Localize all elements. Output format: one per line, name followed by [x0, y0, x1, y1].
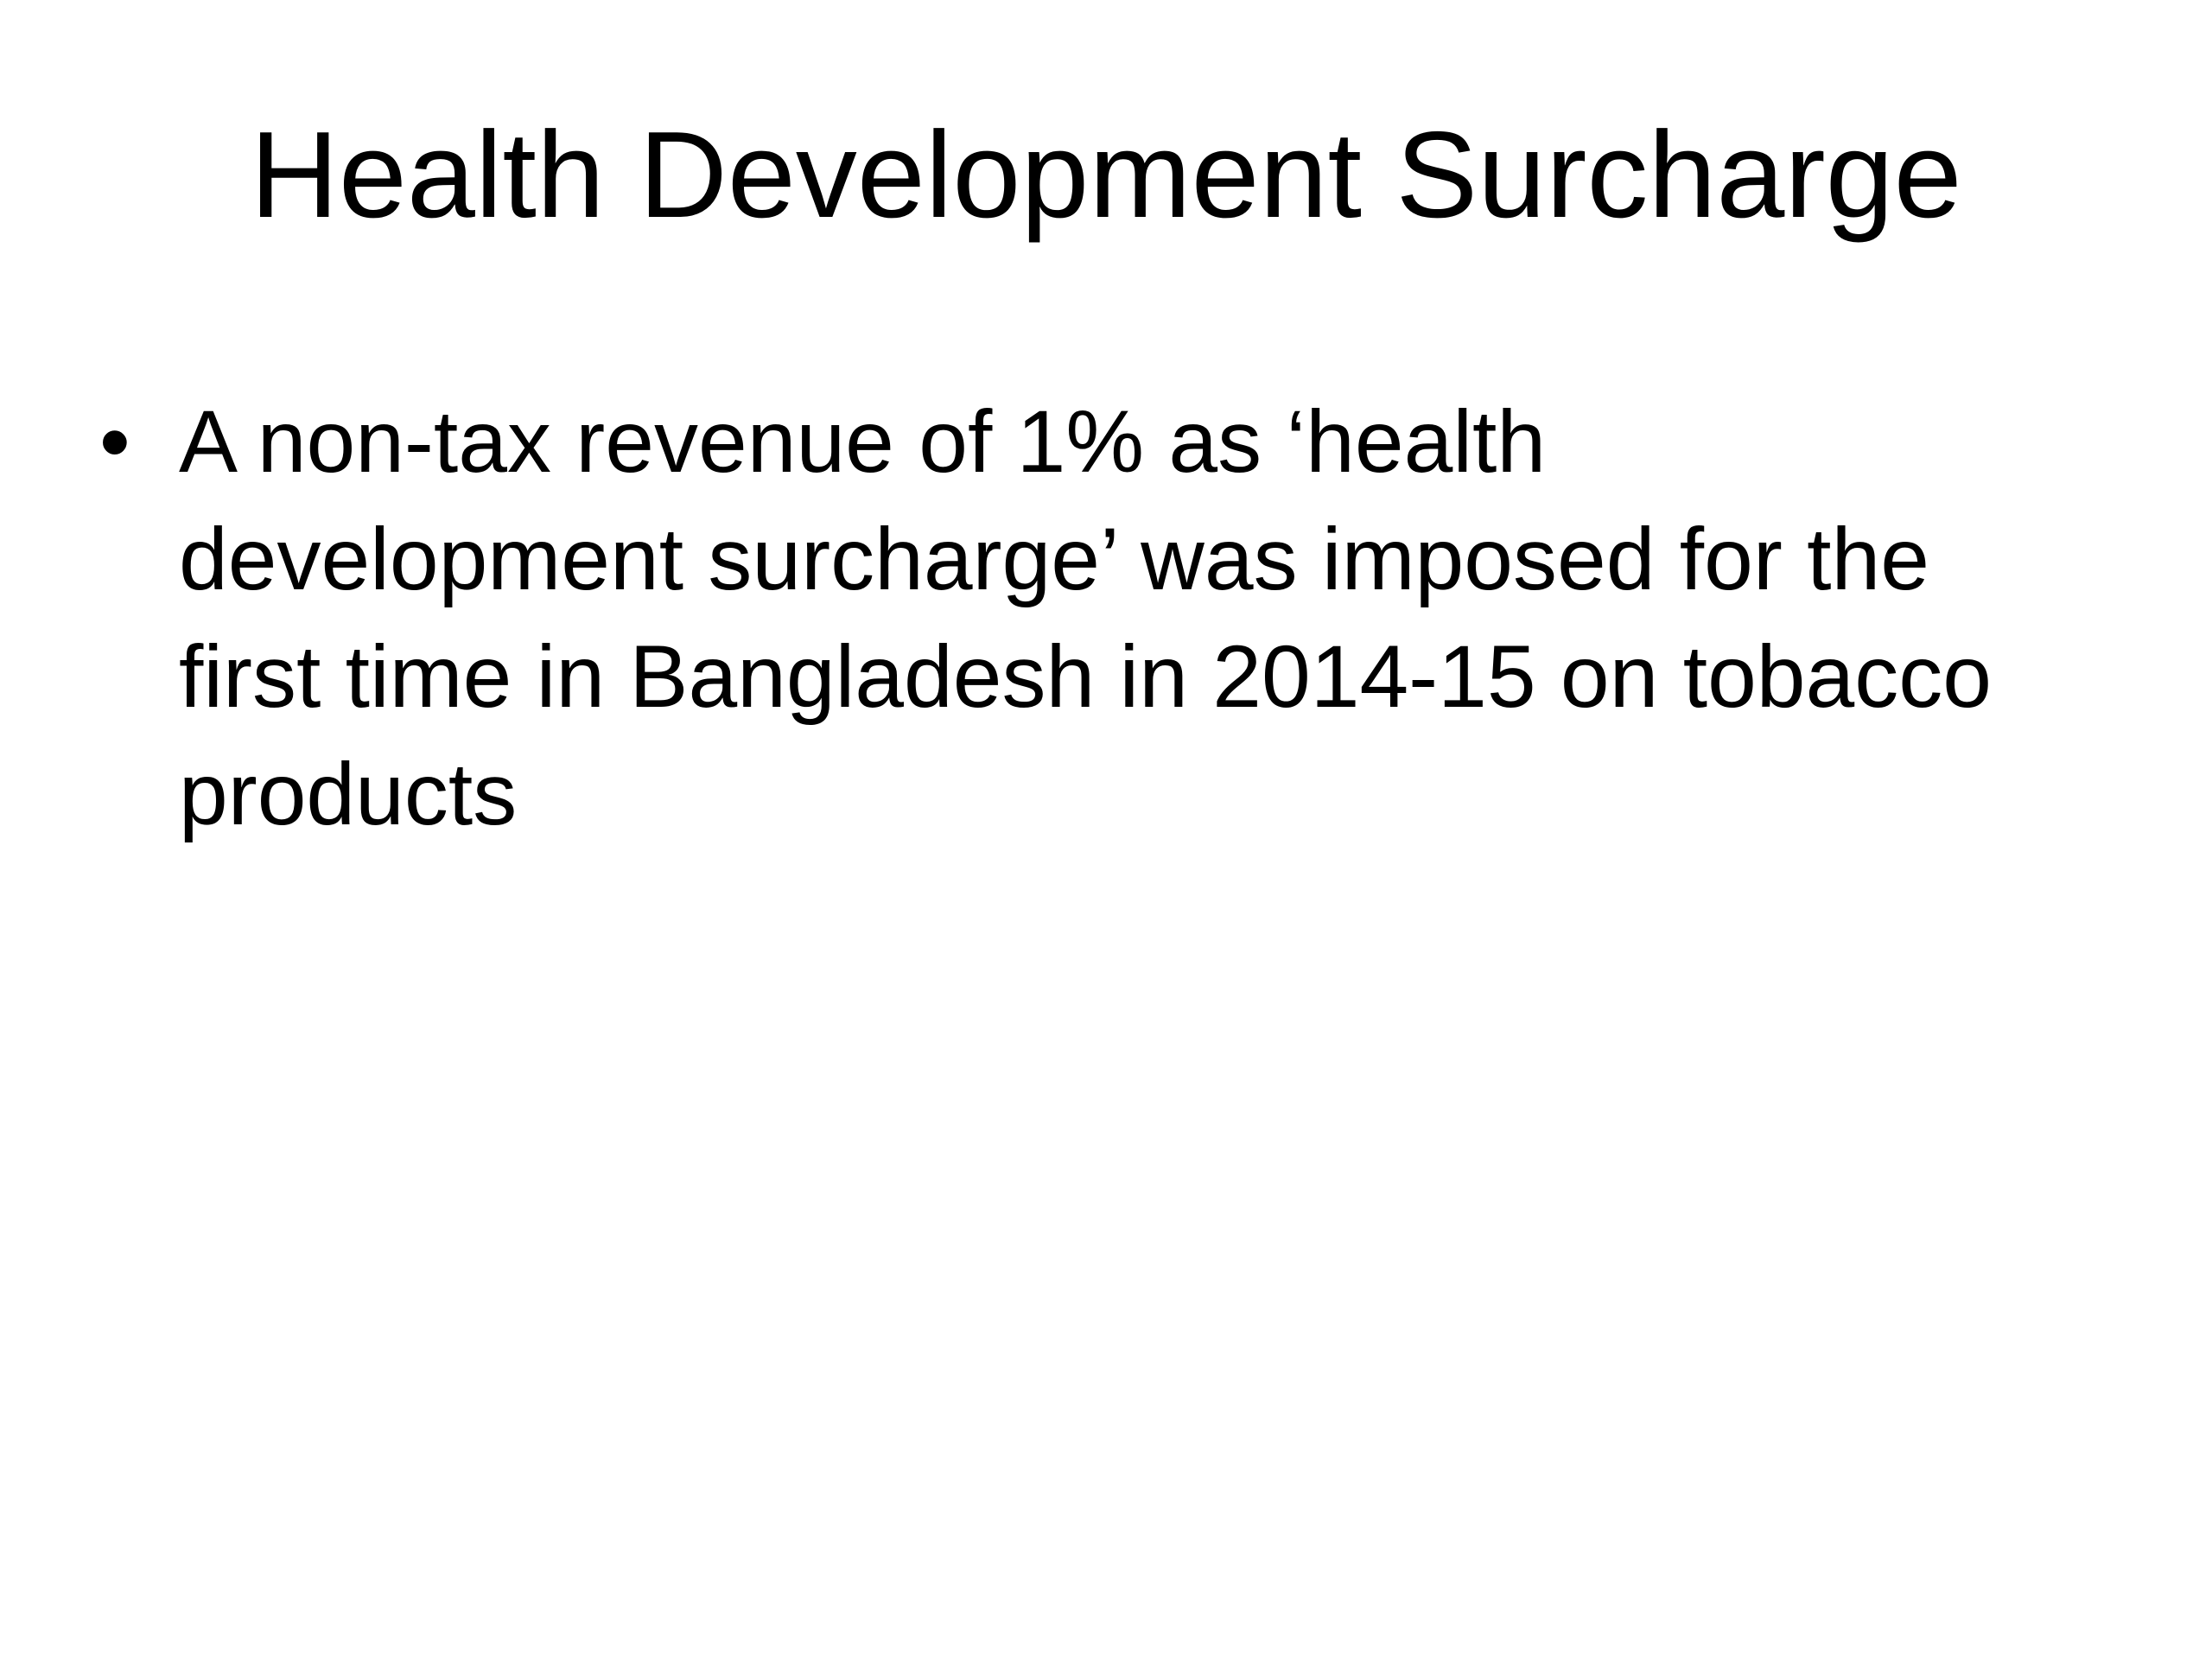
bullet-text-line: products	[179, 745, 518, 843]
bullet-item: • A non-tax revenue of 1% as ‘health dev…	[99, 383, 1992, 853]
slide-title: Health Development Surcharge	[250, 106, 1962, 244]
bullet-text-line: development surcharge’ was imposed for t…	[179, 510, 1929, 608]
bullet-text: A non-tax revenue of 1% as ‘health devel…	[179, 383, 1992, 853]
bullet-text-line: A non-tax revenue of 1% as ‘health	[179, 392, 1547, 491]
bullet-marker: •	[99, 392, 130, 491]
bullet-text-line: first time in Bangladesh in 2014-15 on t…	[179, 627, 1992, 726]
